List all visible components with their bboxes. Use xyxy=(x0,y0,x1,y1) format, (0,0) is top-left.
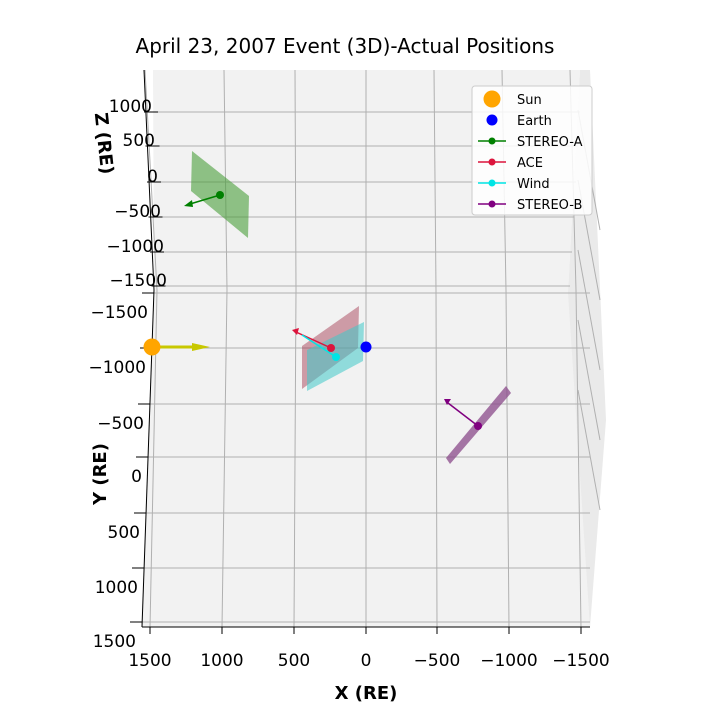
point-wind xyxy=(332,353,340,361)
z-tick-label: 500 xyxy=(123,131,155,151)
floor-grid-x xyxy=(575,289,582,628)
y-tick-label: 1000 xyxy=(95,578,138,598)
tick-labels: 1500 1000 500 0 −500 −1000 −1500 −1500 −1000 −500… xyxy=(88,97,609,671)
z-axis-line xyxy=(143,69,155,291)
z-tick-label: −1500 xyxy=(109,271,167,291)
y-axis-title: Y (RE) xyxy=(90,443,111,506)
z-tick-label: 1000 xyxy=(109,97,152,117)
x-tick-label: −500 xyxy=(414,651,461,671)
floor-grid-x xyxy=(505,289,510,628)
point-sun xyxy=(143,338,161,356)
floor-grid-x xyxy=(435,289,438,628)
stereo-a-vector-head xyxy=(184,200,193,207)
ace-vector xyxy=(295,331,332,349)
legend-label: STEREO-A xyxy=(517,135,583,150)
y-tick-label: −1000 xyxy=(88,358,146,378)
x-tick-label: −1500 xyxy=(552,651,610,671)
wall-grid-x xyxy=(144,69,158,291)
wall-grid-x xyxy=(294,69,297,291)
y-tick-label: 1500 xyxy=(93,632,136,652)
legend-item-earth: Earth xyxy=(486,114,552,129)
floor-grid-x xyxy=(293,289,297,628)
floor-grid-x xyxy=(221,289,228,628)
legend-marker xyxy=(488,200,496,208)
stereo-b-vector-head xyxy=(444,399,451,405)
x-tick-label: 0 xyxy=(361,651,372,671)
side-grid xyxy=(577,319,601,441)
chart-title: April 23, 2007 Event (3D)-Actual Positio… xyxy=(136,34,555,58)
ace-vector-head xyxy=(292,328,299,335)
wall-grid-x xyxy=(433,69,437,291)
legend-label: STEREO-B xyxy=(517,198,582,213)
y-tick-label: 500 xyxy=(108,523,140,543)
z-tick-label: −500 xyxy=(114,202,161,222)
legend-marker xyxy=(488,158,496,166)
legend-item-sun: Sun xyxy=(483,90,542,108)
legend-item-ace: ACE xyxy=(478,156,543,171)
legend-item-wind: Wind xyxy=(478,177,550,192)
legend: Sun Earth STEREO-A ACE Wind STEREO-B xyxy=(471,85,593,216)
x-axis-title: X (RE) xyxy=(335,683,398,704)
y-tick-label: −500 xyxy=(97,414,144,434)
legend-label: Sun xyxy=(517,93,542,108)
legend-marker xyxy=(488,179,496,187)
ticks xyxy=(130,111,582,634)
z-axis-title: Z (RE) xyxy=(90,112,117,176)
point-earth xyxy=(360,341,372,353)
z-tick-label: −1000 xyxy=(106,237,164,257)
legend-marker xyxy=(486,114,498,126)
data-points xyxy=(143,191,482,430)
x-tick-label: 1000 xyxy=(200,651,243,671)
x-tick-label: −1000 xyxy=(480,651,538,671)
legend-label: Earth xyxy=(517,114,552,129)
legend-item-stereo-b: STEREO-B xyxy=(478,198,582,213)
legend-label: ACE xyxy=(517,156,543,171)
side-grid xyxy=(577,249,601,371)
x-tick-label: 500 xyxy=(278,651,310,671)
z-tick-label: 0 xyxy=(147,167,158,187)
y-tick-label: 0 xyxy=(131,467,142,487)
legend-marker xyxy=(488,137,496,145)
wind-vector xyxy=(301,334,337,358)
legend-item-stereo-a: STEREO-A xyxy=(478,135,583,150)
legend-label: Wind xyxy=(517,177,550,192)
grid-lines xyxy=(142,69,601,628)
legend-marker xyxy=(483,90,501,108)
y-tick-label: −1500 xyxy=(90,303,148,323)
sun-vector-head xyxy=(192,343,210,351)
point-ace xyxy=(327,344,335,352)
point-stereo-a xyxy=(216,191,224,199)
x-tick-label: 1500 xyxy=(128,651,171,671)
stereo-a-vector xyxy=(189,194,221,205)
side-grid xyxy=(577,389,601,511)
stereo-b-vector xyxy=(447,402,479,427)
point-stereo-b xyxy=(474,422,482,430)
